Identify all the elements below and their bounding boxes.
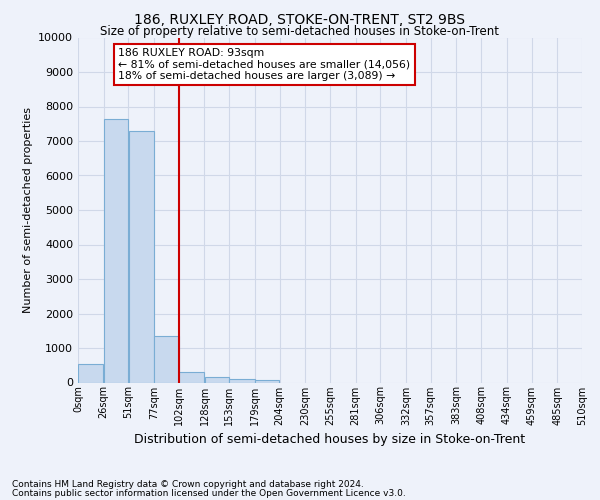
Bar <box>104 118 128 382</box>
Y-axis label: Number of semi-detached properties: Number of semi-detached properties <box>23 107 32 313</box>
Text: 186, RUXLEY ROAD, STOKE-ON-TRENT, ST2 9BS: 186, RUXLEY ROAD, STOKE-ON-TRENT, ST2 9B… <box>134 12 466 26</box>
X-axis label: Distribution of semi-detached houses by size in Stoke-on-Trent: Distribution of semi-detached houses by … <box>134 433 526 446</box>
Text: Contains public sector information licensed under the Open Government Licence v3: Contains public sector information licen… <box>12 488 406 498</box>
Bar <box>205 377 229 382</box>
Bar <box>179 372 204 382</box>
Bar <box>229 378 254 382</box>
Text: Contains HM Land Registry data © Crown copyright and database right 2024.: Contains HM Land Registry data © Crown c… <box>12 480 364 489</box>
Bar <box>78 364 103 382</box>
Bar <box>154 336 179 382</box>
Bar <box>128 130 154 382</box>
Bar <box>255 380 280 382</box>
Text: Size of property relative to semi-detached houses in Stoke-on-Trent: Size of property relative to semi-detach… <box>101 25 499 38</box>
Text: 186 RUXLEY ROAD: 93sqm
← 81% of semi-detached houses are smaller (14,056)
18% of: 186 RUXLEY ROAD: 93sqm ← 81% of semi-det… <box>118 48 410 81</box>
